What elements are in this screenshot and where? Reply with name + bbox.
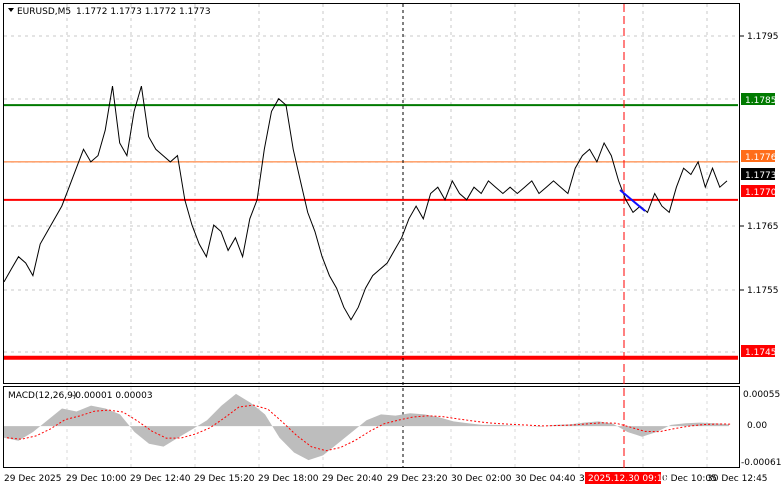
time-label: 29 Dec 12:40 [130,474,191,484]
vertical-markers [402,4,625,472]
current-price-badge: 1.1773 [741,168,777,181]
time-label: 30 Dec 02:00 [451,474,512,484]
level-badge-text: 1.1776 [745,153,777,163]
macd-subwindow-frame [3,386,740,468]
level-badge-text: 1.1745 [745,348,777,358]
macd-values: -0.00001 0.00003 [72,391,153,401]
level-badge-1770: 1.1770 [741,185,777,198]
level-badge-1745: 1.1745 [741,345,777,358]
price-tick-2: 1.1765 [747,222,779,232]
macd-tick-bottom: -0.00061 [741,458,781,468]
price-series-line [3,85,728,321]
macd-series [4,393,733,461]
time-axis: 29 Dec 2025 29 Dec 10:00 29 Dec 12:40 29… [4,472,768,484]
level-badge-bg [741,345,775,357]
price-tick-1: 1.1795 [747,32,779,42]
macd-tick-zero: 0.00 [747,421,767,431]
level-badge-1785: 1.1785 [741,93,777,106]
level-badge-text: 1.1785 [745,96,777,106]
level-lines [4,104,738,360]
crosshair-time-badge-bg [585,472,661,484]
level-badge-bg [741,185,775,197]
grid-lines [4,4,738,467]
trend-annotation [619,189,646,212]
time-label: 29 Dec 18:00 [258,474,319,484]
time-label: 30 Dec 12:45 [707,474,768,484]
dropdown-triangle-icon[interactable] [8,8,14,12]
time-label: 29 Dec 23:20 [387,474,448,484]
time-label: 3 [579,474,585,484]
macd-tick-top: 0.00055 [743,390,780,400]
level-badge-text: 1.1770 [745,188,777,198]
time-label: 29 Dec 2025 [4,474,62,484]
level-badge-text: 1.1773 [745,171,777,181]
symbol-label: EURUSD,M5 [17,7,71,17]
price-axis: 1.1795 1.1765 1.1755 [740,32,779,296]
level-badge-bg [741,168,775,180]
macd-axis: 0.00055 0.00 -0.00061 [741,390,781,468]
time-label: 29 Dec 15:20 [194,474,255,484]
time-label: 30 Dec 04:40 [515,474,576,484]
macd-label: MACD(12,26,9) [8,391,76,401]
price-tick-3: 1.1755 [747,286,779,296]
macd-histogram [4,393,729,461]
level-badge-bg [741,93,775,105]
time-label: 0 Dec 10:05 [662,474,717,484]
level-badge-1776: 1.1776 [741,150,777,163]
trend-arrow-line [619,189,646,212]
time-label: 29 Dec 10:00 [66,474,127,484]
price-chart-frame [3,3,740,384]
crosshair-time-badge: 2025.12.30 09:15 [588,474,668,484]
ohlc-values: 1.1772 1.1773 1.1772 1.1773 [76,7,211,17]
price-line [3,85,728,321]
time-label: 29 Dec 20:40 [322,474,383,484]
level-badge-bg [741,150,775,162]
macd-signal-line [6,404,733,452]
